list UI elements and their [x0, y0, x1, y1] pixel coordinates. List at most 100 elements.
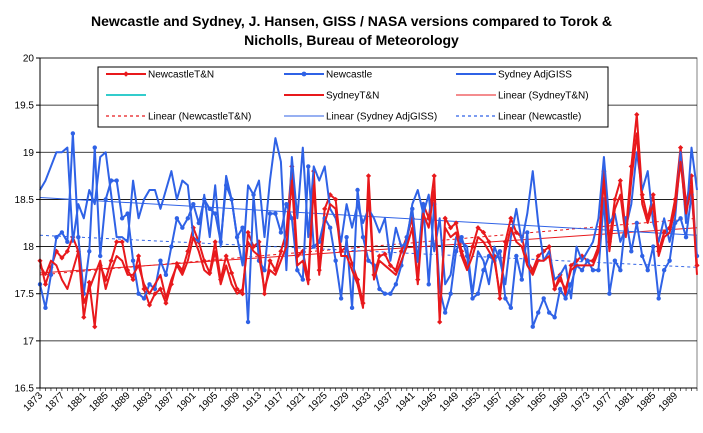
y-tick-label: 19 [23, 148, 35, 159]
x-tick-label: 1937 [372, 390, 396, 414]
legend: NewcastleT&N Newcastle Sydney AdjGISS Sydne… [97, 66, 609, 128]
data-point [514, 253, 519, 259]
data-point [174, 216, 180, 221]
data-point [300, 248, 306, 254]
x-tick-label: 1981 [613, 390, 637, 414]
data-point [300, 277, 305, 282]
data-point [442, 215, 448, 221]
data-point [536, 310, 541, 315]
data-point [612, 196, 618, 203]
data-point [618, 267, 623, 273]
x-tick-label: 1917 [263, 390, 287, 414]
data-point [136, 291, 141, 296]
data-point [645, 267, 650, 273]
data-point [650, 192, 656, 198]
legend-label: SydneyT&N [326, 91, 379, 102]
data-point [338, 296, 344, 301]
data-point [125, 211, 130, 216]
data-point [43, 305, 48, 311]
x-tick-label: 1961 [503, 390, 527, 414]
series-line [39, 217, 698, 276]
data-point [458, 248, 465, 254]
x-tick-label: 1929 [328, 390, 352, 414]
data-point [683, 234, 689, 240]
data-point [344, 234, 349, 240]
data-point [311, 244, 316, 249]
data-point [355, 187, 360, 193]
data-point [617, 177, 623, 184]
series-layer [37, 111, 700, 330]
x-tick-label: 1909 [219, 390, 243, 414]
data-point [130, 258, 136, 263]
data-point [590, 258, 596, 264]
data-point [103, 197, 108, 202]
data-point [688, 173, 695, 179]
x-tick-label: 1881 [65, 390, 89, 414]
x-tick-label: 1949 [438, 390, 462, 414]
data-point [306, 164, 311, 169]
data-point [87, 249, 92, 254]
data-point [661, 267, 667, 273]
data-point [503, 296, 508, 301]
data-point [59, 255, 65, 261]
data-point [596, 267, 601, 273]
data-point [448, 291, 453, 296]
data-point [322, 206, 328, 212]
data-point [81, 314, 87, 320]
data-point [54, 234, 59, 240]
data-point [174, 260, 180, 267]
data-point [278, 248, 284, 254]
data-point [229, 270, 235, 276]
data-point [541, 296, 546, 301]
legend-label: Newcastle [326, 70, 373, 81]
y-tick-label: 20 [23, 54, 35, 65]
x-tick-label: 1905 [197, 390, 221, 414]
series-line [39, 132, 698, 319]
legend-label: Linear (Newcastle) [498, 112, 581, 123]
chart-title: Newcastle and Sydney, J. Hansen, GISS / … [90, 13, 612, 29]
data-point [656, 296, 661, 301]
data-point [525, 230, 530, 235]
data-point [65, 239, 70, 245]
data-point [388, 291, 393, 296]
data-point [607, 291, 612, 296]
data-point [448, 225, 454, 231]
data-point [469, 243, 476, 250]
y-tick-label: 16.5 [15, 384, 35, 395]
data-point [377, 286, 382, 292]
x-tick-label: 1925 [306, 390, 330, 414]
x-tick-label: 1957 [482, 390, 506, 414]
data-point [295, 267, 300, 273]
data-point [163, 300, 169, 306]
data-point [651, 244, 656, 249]
data-point [125, 267, 131, 273]
x-tick-label: 1933 [350, 390, 374, 414]
data-point [245, 319, 251, 325]
legend-label: Linear (SydneyT&N) [498, 91, 589, 102]
legend-label: NewcastleT&N [148, 70, 214, 81]
x-tick-label: 1897 [153, 390, 177, 414]
data-point [672, 196, 678, 203]
x-tick-label: 1985 [635, 390, 659, 414]
x-tick-label: 1965 [525, 390, 549, 414]
data-point [141, 296, 147, 301]
y-tick-label: 17 [23, 336, 35, 347]
data-point [634, 220, 639, 226]
legend-box [97, 66, 609, 128]
chart-title-block: Newcastle and Sydney, J. Hansen, GISS / … [0, 12, 703, 50]
data-point [333, 196, 339, 203]
data-point [442, 310, 448, 315]
data-point [530, 267, 536, 273]
data-point [612, 258, 618, 263]
data-point [629, 249, 634, 254]
data-point [179, 267, 185, 273]
data-point [86, 279, 92, 285]
x-tick-label: 1969 [547, 390, 571, 414]
data-point [426, 215, 432, 221]
data-point [130, 276, 136, 283]
data-point [579, 267, 585, 273]
data-point [240, 225, 245, 230]
data-point [272, 267, 279, 273]
legend-label: Sydney AdjGISS [498, 70, 572, 81]
